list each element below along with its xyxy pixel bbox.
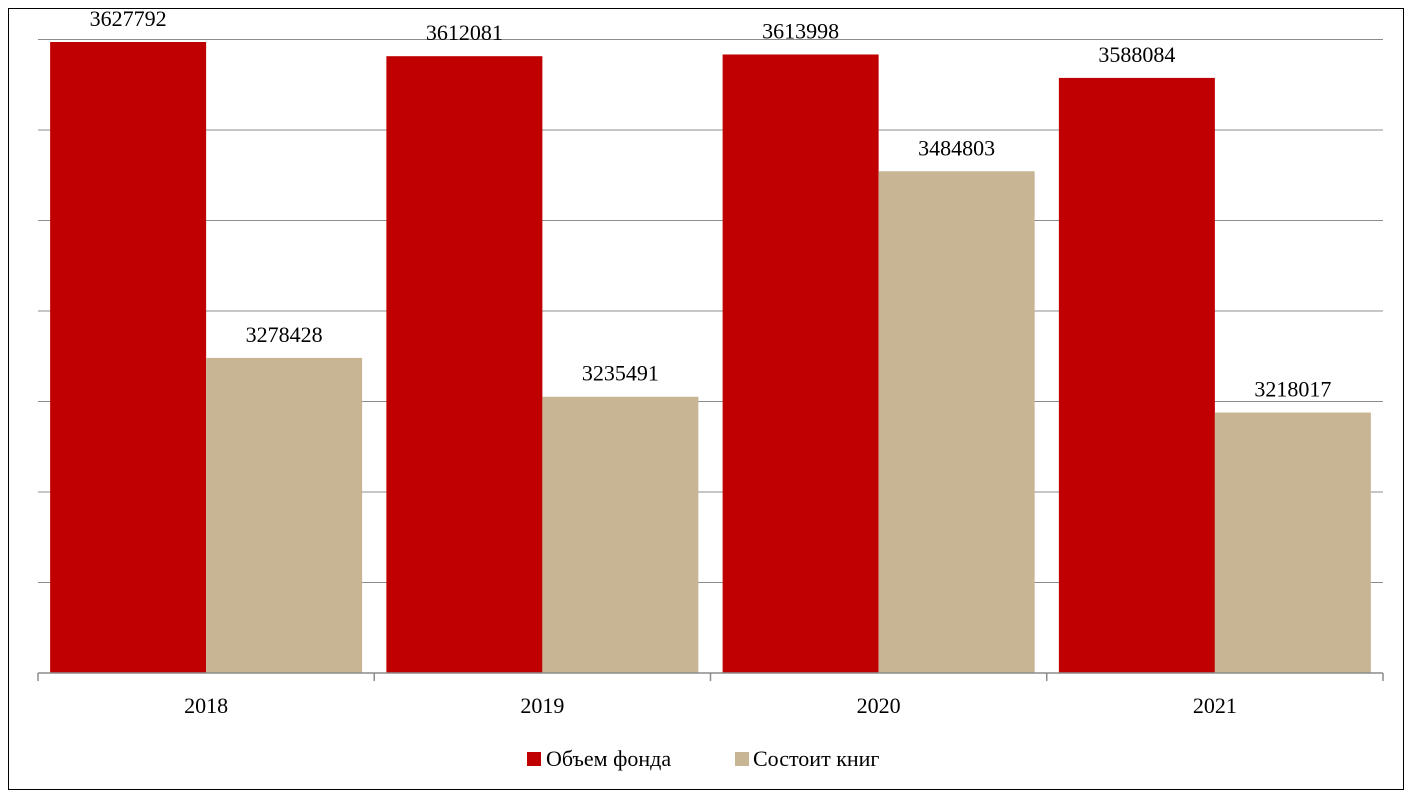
legend-swatch: [527, 752, 541, 766]
data-label: 3612081: [426, 20, 503, 45]
data-label: 3218017: [1254, 377, 1331, 402]
bar-obem-fonda-2019: [386, 56, 543, 673]
legend-swatch: [735, 752, 749, 766]
bar-sostoit-knig-2021: [1214, 412, 1371, 673]
bar-obem-fonda-2021: [1058, 77, 1215, 673]
x-tick-label: 2020: [857, 693, 901, 718]
data-label: 3484803: [918, 135, 995, 160]
bar-obem-fonda-2018: [50, 41, 207, 674]
data-label: 3588084: [1098, 42, 1175, 67]
data-label: 3235491: [582, 361, 659, 386]
x-tick-label: 2019: [520, 693, 564, 718]
bar-sostoit-knig-2018: [206, 357, 363, 673]
bar-sostoit-knig-2019: [542, 396, 699, 673]
data-label: 3613998: [762, 18, 839, 43]
x-tick-label: 2018: [184, 693, 228, 718]
data-label: 3627792: [90, 6, 167, 31]
legend-label: Объем фонда: [546, 746, 671, 771]
data-label: 3278428: [246, 322, 323, 347]
bar-obem-fonda-2020: [722, 54, 879, 673]
x-tick-label: 2021: [1193, 693, 1237, 718]
legend-label: Состоит книг: [753, 746, 879, 771]
bar-sostoit-knig-2020: [878, 171, 1035, 674]
